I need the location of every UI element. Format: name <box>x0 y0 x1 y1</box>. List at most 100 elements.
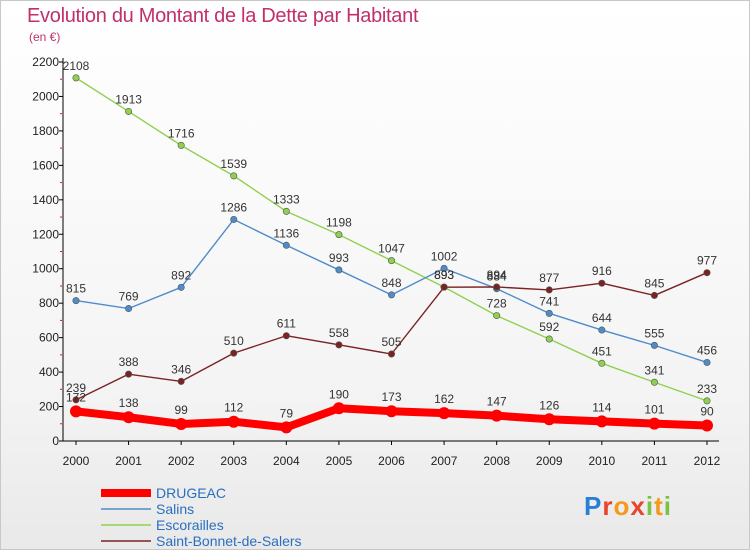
data-label: 2108 <box>63 59 90 73</box>
data-point <box>387 350 395 358</box>
data-point <box>282 207 290 215</box>
data-label: 451 <box>592 344 612 358</box>
data-point <box>125 370 133 378</box>
data-label: 126 <box>539 398 559 412</box>
y-tick-label: 0 <box>52 434 59 448</box>
data-label: 884 <box>487 270 507 284</box>
data-point <box>648 417 661 430</box>
data-point <box>703 269 711 277</box>
data-label: 114 <box>592 400 611 414</box>
data-label: 505 <box>381 335 401 349</box>
data-point <box>440 283 448 291</box>
data-label: 893 <box>434 268 454 282</box>
data-point <box>70 405 82 418</box>
data-point <box>385 405 398 418</box>
data-label: 815 <box>66 282 86 296</box>
data-label: 555 <box>644 326 664 340</box>
data-point <box>177 283 185 291</box>
data-point <box>545 309 553 317</box>
chart-title: Evolution du Montant de la Dette par Hab… <box>27 5 419 27</box>
logo-letter: o <box>613 491 631 521</box>
data-point <box>701 419 713 432</box>
logo-letter: t <box>654 491 664 521</box>
data-label: 1198 <box>326 216 352 230</box>
y-tick-label: 1000 <box>32 262 59 276</box>
y-tick-label: 400 <box>39 365 59 379</box>
chart-unit-label: (en €) <box>29 30 61 44</box>
data-point <box>545 335 553 343</box>
data-label: 388 <box>119 355 139 369</box>
data-label: 877 <box>539 271 559 285</box>
data-label: 894 <box>487 268 507 282</box>
data-point <box>493 283 501 291</box>
data-label: 611 <box>277 317 296 331</box>
y-tick-label: 2000 <box>32 89 59 103</box>
data-label: 456 <box>697 343 717 357</box>
data-label: 977 <box>697 254 717 268</box>
data-point <box>335 266 343 274</box>
x-tick-label: 2005 <box>326 454 353 468</box>
data-label: 1913 <box>115 92 142 106</box>
y-tick-label: 600 <box>39 331 59 345</box>
chart-legend: DRUGEACSalinsEscoraillesSaint-Bonnet-de-… <box>101 485 302 549</box>
x-tick-label: 2000 <box>63 454 90 468</box>
data-point <box>125 107 133 115</box>
data-label: 147 <box>487 395 507 409</box>
data-point <box>280 421 293 434</box>
data-label: 79 <box>280 406 294 420</box>
data-point <box>387 257 395 265</box>
data-label: 893 <box>434 268 454 282</box>
x-tick-label: 2008 <box>483 454 510 468</box>
x-tick-label: 2007 <box>431 454 458 468</box>
data-label: 644 <box>592 311 612 325</box>
data-point <box>493 312 501 320</box>
data-point <box>125 305 133 313</box>
data-point <box>703 358 711 366</box>
data-label: 112 <box>224 401 243 415</box>
legend-label: Salins <box>156 501 194 517</box>
y-tick-label: 2200 <box>32 55 59 69</box>
data-point <box>595 415 608 428</box>
data-point <box>122 411 135 424</box>
y-tick-label: 1400 <box>32 193 59 207</box>
data-label: 233 <box>697 382 717 396</box>
data-label: 845 <box>644 276 664 290</box>
logo-letter: i <box>663 491 672 521</box>
data-point <box>177 141 185 149</box>
data-point <box>650 378 658 386</box>
data-point <box>598 359 606 367</box>
data-point <box>650 291 658 299</box>
data-label: 99 <box>174 403 188 417</box>
data-point <box>440 264 448 272</box>
x-tick-label: 2010 <box>588 454 615 468</box>
data-point <box>177 377 185 385</box>
data-label: 892 <box>171 268 191 282</box>
proxiti-logo: Proxiti <box>584 491 672 522</box>
data-point <box>335 231 343 239</box>
data-label: 1002 <box>431 249 458 263</box>
y-tick-label: 1800 <box>32 124 59 138</box>
data-label: 848 <box>381 276 401 290</box>
data-label: 916 <box>592 264 612 278</box>
legend-label: DRUGEAC <box>156 485 226 501</box>
data-label: 190 <box>329 387 349 401</box>
chart-series <box>70 74 713 434</box>
data-point <box>282 332 290 340</box>
data-label: 172 <box>66 390 86 404</box>
data-point <box>227 415 240 428</box>
y-tick-label: 1600 <box>32 158 59 172</box>
data-label: 162 <box>434 392 454 406</box>
data-point <box>282 241 290 249</box>
chart-data-labels: 2108 1913 1716 1539 1333 1198 1047 893 728 592 451… <box>63 59 718 421</box>
data-point <box>545 286 553 294</box>
data-label: 1136 <box>273 226 299 240</box>
data-point <box>332 402 345 415</box>
x-tick-label: 2011 <box>642 454 668 468</box>
x-tick-label: 2002 <box>168 454 195 468</box>
data-label: 592 <box>539 320 559 334</box>
x-tick-label: 2003 <box>220 454 247 468</box>
data-point <box>598 279 606 287</box>
data-label: 769 <box>119 290 139 304</box>
data-label: 346 <box>171 362 191 376</box>
